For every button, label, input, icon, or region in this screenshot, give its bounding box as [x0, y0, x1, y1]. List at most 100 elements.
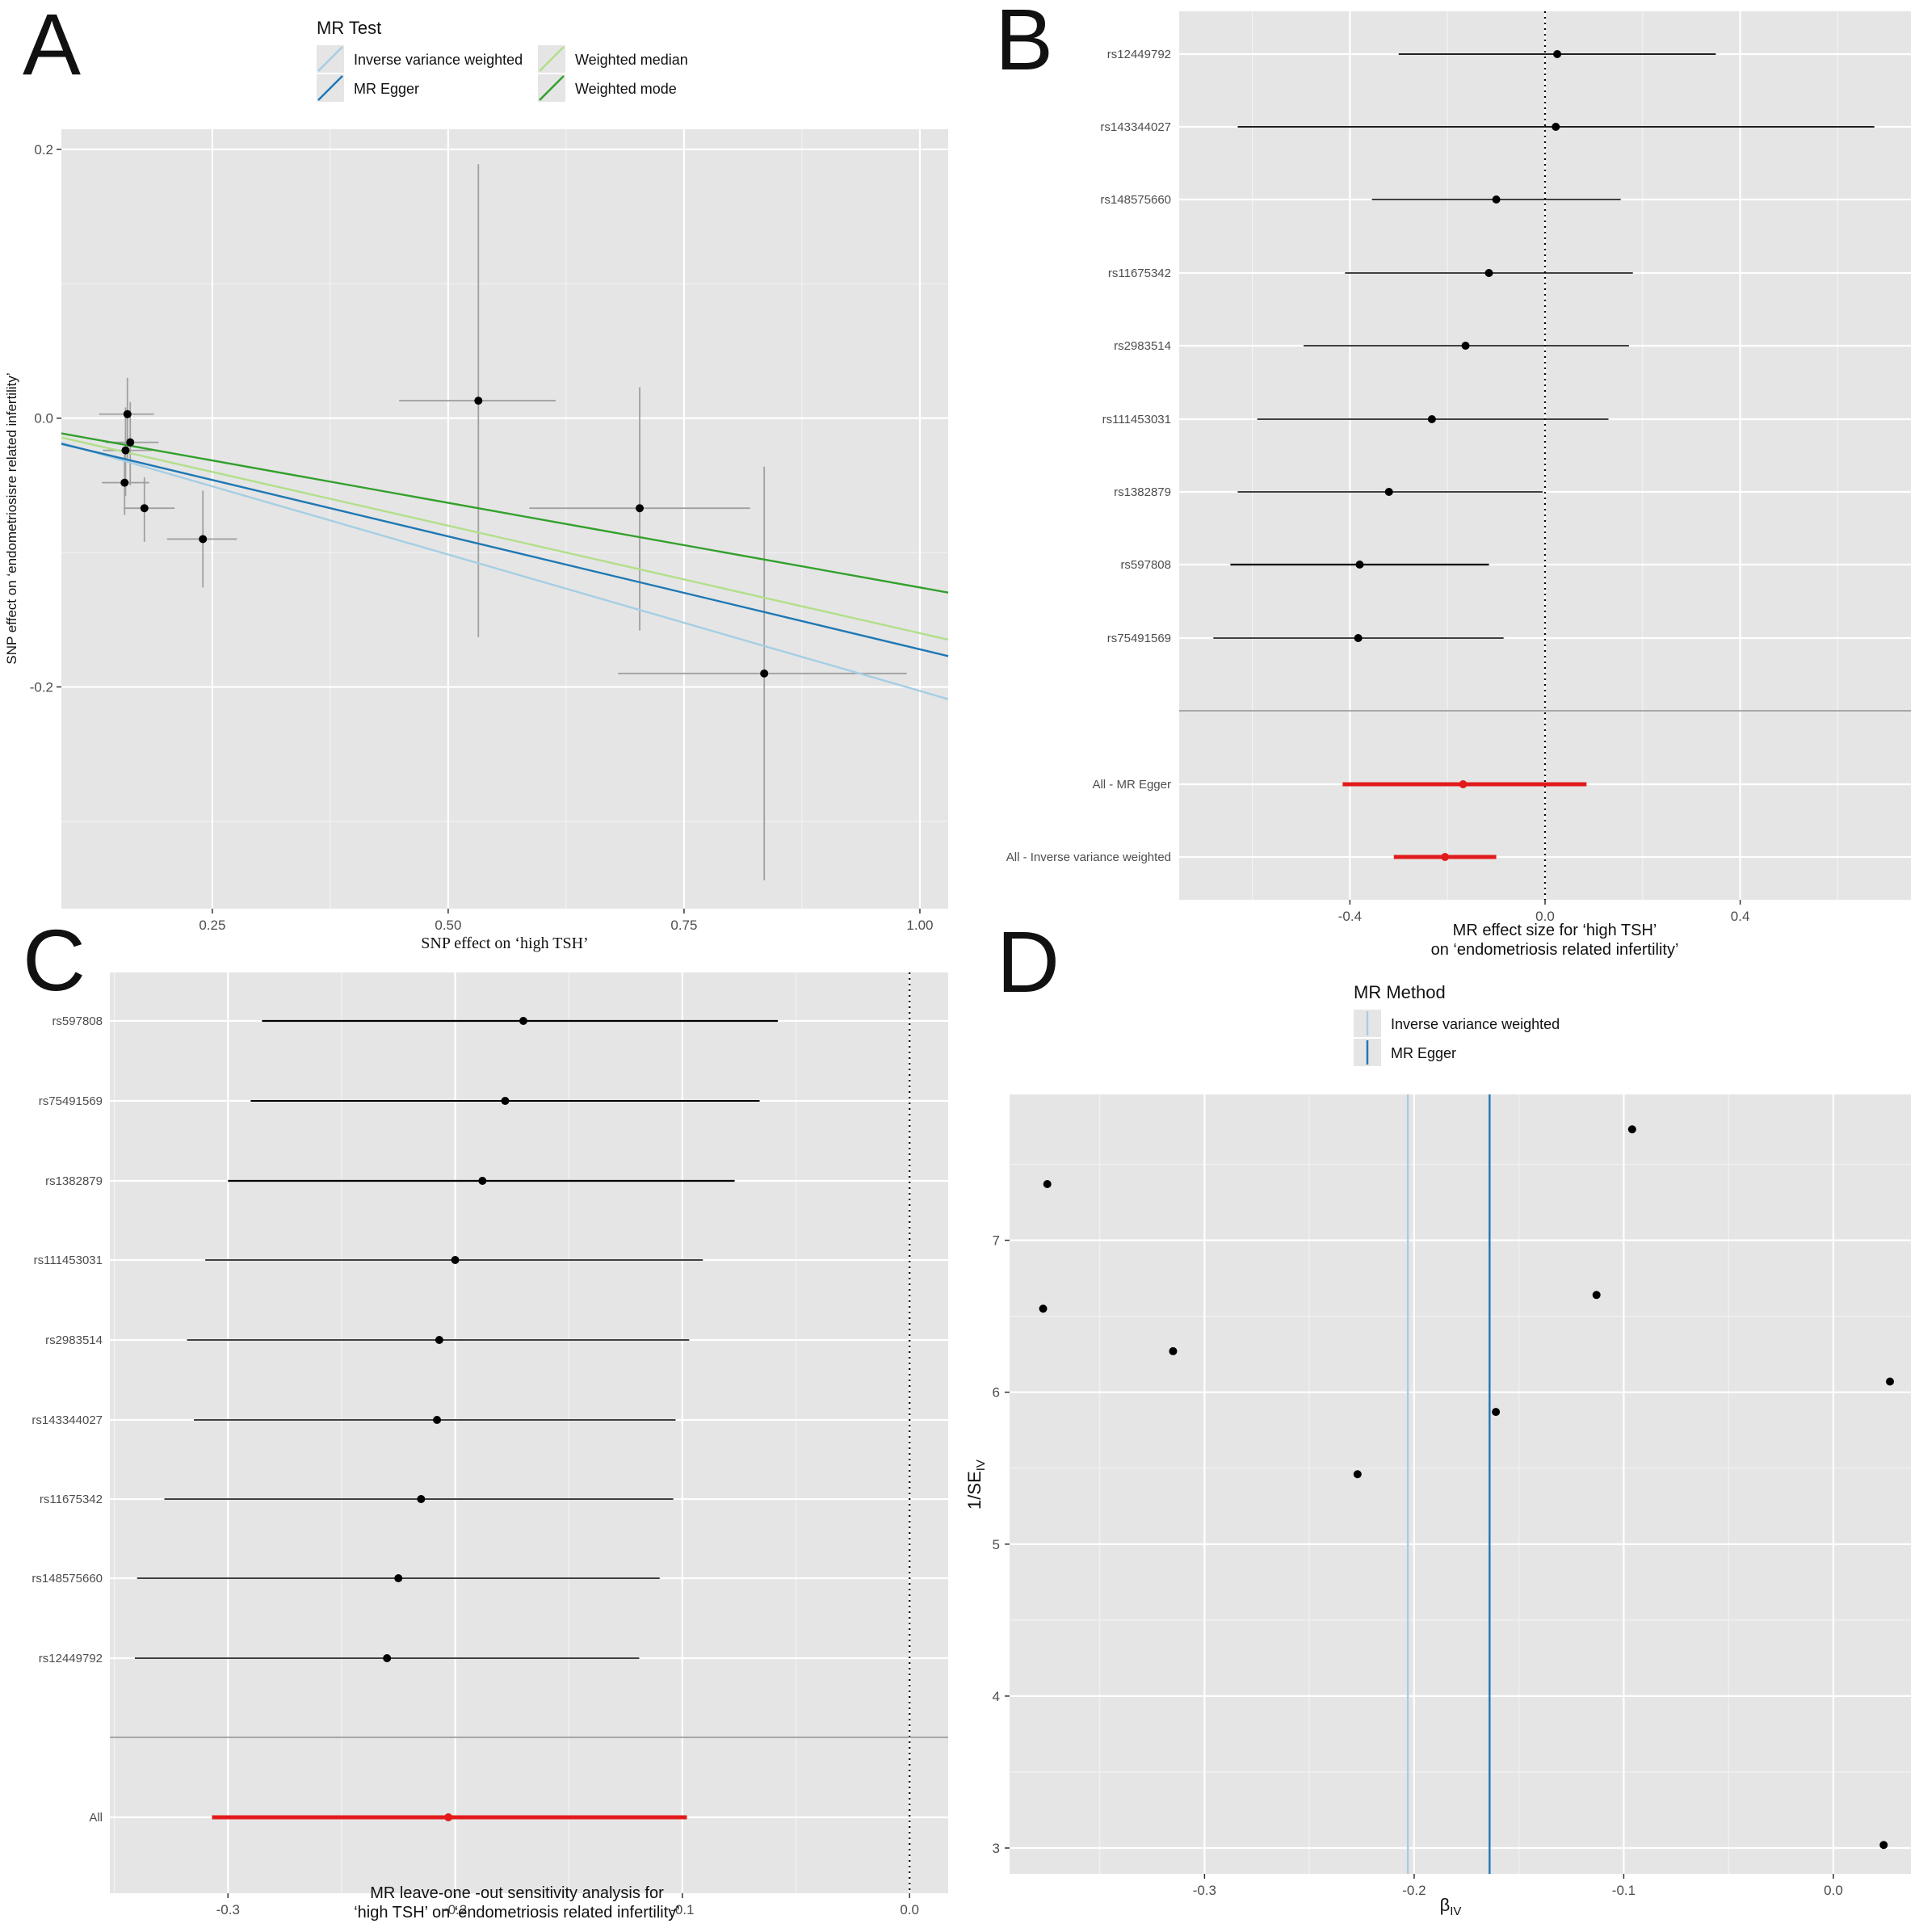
snp-label: rs111453031 [34, 1254, 103, 1267]
panel-d-letter: D [997, 913, 1060, 1010]
snp-point [140, 504, 149, 513]
panel-d-estimate-lines [1406, 1094, 1491, 1874]
panel-b: B rs12449792 rs143344027 rs148575660 rs1167… [995, 0, 1911, 959]
funnel-point [1886, 1377, 1895, 1386]
snp-estimate-point [501, 1097, 510, 1105]
snp-estimate-point [1553, 50, 1562, 58]
x-tick-label: 0.0 [1535, 909, 1555, 924]
panel-d-legend: MR Method Inverse variance weighted MR E… [1354, 982, 1560, 1066]
summary-estimate-point [1459, 780, 1468, 788]
snp-point [120, 478, 129, 487]
snp-point [760, 669, 769, 678]
snp-label: rs2983514 [1114, 339, 1171, 353]
funnel-point [1627, 1125, 1636, 1134]
x-tick-label: -0.3 [216, 1902, 240, 1917]
snp-label: rs148575660 [31, 1572, 103, 1586]
snp-estimate-point [383, 1654, 392, 1662]
summary-estimate-point [1441, 853, 1450, 861]
legend-label-ivw: Inverse variance weighted [354, 52, 523, 68]
y-tick-label: 7 [993, 1233, 1000, 1249]
funnel-point [1353, 1470, 1362, 1479]
snp-estimate-point [394, 1574, 403, 1582]
panel-a-axes: 0.25 0.50 0.75 1.00 -0.2 0.0 0.2 [30, 142, 934, 933]
snp-point [199, 535, 208, 544]
summary-label: All [89, 1811, 103, 1825]
funnel-point [1879, 1841, 1888, 1850]
fit-line-egger [61, 443, 949, 657]
panel-c-axes: -0.3 -0.2 -0.1 0.0 [216, 1893, 919, 1917]
y-tick-label: 3 [993, 1841, 1000, 1856]
panel-a-legend: MR Test Inverse variance weighted MR Egg… [317, 18, 688, 102]
panel-d-y-axis-title: 1/SEIV [964, 1460, 988, 1510]
snp-estimate-point [1461, 342, 1470, 350]
panel-d-gridlines [1010, 1094, 1911, 1874]
panel-d-y-axis-title-main: 1/SE [964, 1471, 985, 1510]
panel-c-letter: C [23, 911, 86, 1009]
panel-d-axes: -0.3 -0.2 -0.1 0.0 3 4 5 6 7 [993, 1233, 1843, 1898]
snp-estimate-point [1384, 488, 1393, 496]
panel-b-x-axis-title-line2: on ‘endometriosis related infertility’ [1431, 941, 1679, 959]
snp-estimate-point [1427, 415, 1436, 423]
panel-a-points [120, 397, 769, 678]
snp-label: rs12449792 [1107, 48, 1171, 61]
panel-a-gridlines [61, 129, 948, 909]
snp-label: rs597808 [1120, 558, 1171, 572]
legend-line-egger [317, 75, 343, 101]
snp-label: rs111453031 [1102, 413, 1171, 426]
x-tick-label: 0.75 [670, 918, 697, 933]
funnel-point [1492, 1408, 1501, 1417]
legend-line-ivw [317, 46, 343, 72]
snp-label: rs143344027 [31, 1413, 103, 1427]
funnel-point [1039, 1304, 1048, 1313]
summary-label: All - MR Egger [1092, 778, 1171, 792]
summary-estimate-point [444, 1813, 453, 1821]
x-tick-label: -0.2 [1402, 1883, 1426, 1898]
panel-d: D MR Method Inverse variance weighted MR… [964, 913, 1911, 1918]
panel-d-x-axis-title-main: β [1440, 1895, 1451, 1915]
snp-label: rs1382879 [1114, 485, 1171, 499]
panel-b-estimates: rs12449792 rs143344027 rs148575660 rs116753… [1006, 11, 1911, 900]
x-tick-label: 0.4 [1731, 909, 1750, 924]
x-tick-label: 0.0 [900, 1902, 919, 1917]
panel-c: C rs597808 rs75491569 rs1382879 rs111453031… [23, 911, 948, 1922]
y-tick-label: 6 [993, 1385, 1000, 1401]
panel-d-y-axis-title-sub: IV [974, 1460, 988, 1471]
legend-label-egger: MR Egger [354, 81, 419, 97]
y-tick-label: 0.2 [34, 142, 53, 158]
snp-label: rs75491569 [1107, 632, 1171, 645]
snp-label: rs12449792 [39, 1652, 103, 1665]
panel-a-x-axis-title: SNP effect on ‘high TSH’ [421, 934, 588, 952]
panel-a-plot-area [61, 129, 948, 909]
snp-estimate-point [451, 1256, 460, 1264]
panel-c-x-axis-title-line1: MR leave-one -out sensitivity analysis f… [370, 1884, 664, 1902]
snp-point [636, 504, 645, 513]
fit-line-weighted-median [61, 436, 949, 641]
panel-a-letter: A [23, 0, 81, 93]
legend-label-wmedian: Weighted median [575, 52, 688, 68]
x-tick-label: -0.2 [443, 1902, 467, 1917]
snp-estimate-point [1354, 634, 1363, 642]
panel-d-points [1039, 1125, 1895, 1850]
snp-estimate-point [417, 1495, 426, 1503]
panel-b-axes: -0.4 0.0 0.4 [1338, 900, 1750, 924]
snp-label: rs148575660 [1100, 193, 1171, 207]
snp-label: rs597808 [52, 1014, 103, 1028]
x-tick-label: 1.00 [906, 918, 933, 933]
panel-c-plot-area [110, 972, 948, 1893]
panel-a: A MR Test Inverse variance weighted MR E… [4, 0, 949, 952]
snp-point [123, 410, 132, 418]
panel-d-x-axis-title: βIV [1440, 1895, 1462, 1918]
snp-label: rs11675342 [40, 1493, 103, 1506]
snp-label: rs11675342 [1108, 267, 1171, 280]
snp-estimate-point [1355, 561, 1364, 569]
snp-label: rs1382879 [45, 1174, 103, 1188]
x-tick-label: 0.50 [435, 918, 461, 933]
funnel-point [1169, 1346, 1178, 1355]
snp-label: rs75491569 [39, 1094, 103, 1108]
snp-estimate-point [1552, 123, 1560, 131]
fit-line-weighted-mode [61, 432, 949, 594]
x-tick-label: -0.3 [1193, 1883, 1216, 1898]
summary-label: All - Inverse variance weighted [1006, 850, 1171, 864]
panel-d-legend-title: MR Method [1354, 982, 1446, 1002]
snp-label: rs143344027 [1100, 120, 1171, 134]
